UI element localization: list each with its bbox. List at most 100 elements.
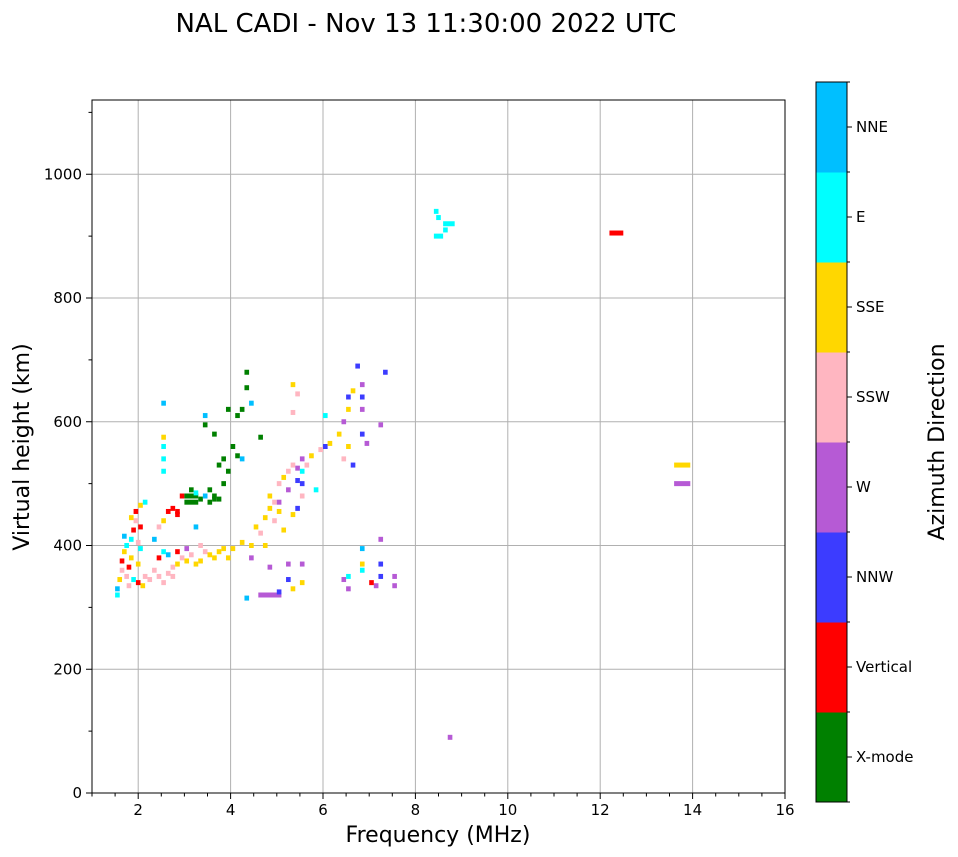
data-point-sse xyxy=(290,512,296,518)
y-axis-ticks: 0 200 400 600 800 1000 xyxy=(44,111,92,802)
data-point-sse xyxy=(262,543,268,548)
y-tick-label: 400 xyxy=(53,537,82,555)
colorbar: X-mode Vertical NNW W SSW SSE E NNE xyxy=(815,81,913,803)
data-point-w xyxy=(674,481,691,487)
colorbar-tick-label: Vertical xyxy=(856,658,912,676)
data-point-nne xyxy=(249,400,254,406)
data-point-w xyxy=(267,564,273,570)
data-point-nne xyxy=(161,400,166,406)
data-point-vertical xyxy=(175,549,180,555)
data-point-sse xyxy=(281,474,287,480)
data-point-nnw xyxy=(295,505,300,511)
data-point-vertical xyxy=(170,505,176,511)
x-axis-ticks: 2 4 6 8 10 12 14 16 xyxy=(91,793,795,819)
data-point-nnw xyxy=(286,577,291,583)
data-point-w xyxy=(373,583,379,589)
data-point-nne xyxy=(152,536,157,542)
data-point-vertical xyxy=(175,512,180,518)
data-point-sse xyxy=(122,549,127,555)
data-point-w xyxy=(299,561,305,567)
data-point-nnw xyxy=(346,394,351,400)
data-point-ssw xyxy=(290,409,296,415)
data-point-w xyxy=(184,546,190,552)
data-point-sse xyxy=(336,431,342,437)
data-point-ssw xyxy=(290,462,296,468)
data-point-sse xyxy=(128,515,134,521)
data-point-w xyxy=(346,586,351,592)
data-point-w xyxy=(258,592,282,598)
data-point-w xyxy=(359,406,365,412)
data-point-sse xyxy=(140,583,146,589)
data-point-e xyxy=(128,536,134,542)
data-point-ssw xyxy=(198,543,203,548)
data-point-nnw xyxy=(355,363,360,369)
data-point-ssw xyxy=(179,555,185,561)
data-point-ssw xyxy=(202,549,208,555)
data-point-nnw xyxy=(350,462,356,468)
data-point-sse xyxy=(346,406,351,412)
data-point-x-mode xyxy=(225,468,231,474)
data-point-vertical xyxy=(135,580,141,586)
data-point-e xyxy=(131,577,136,583)
grid-lines xyxy=(92,100,786,794)
data-point-ssw xyxy=(135,539,141,545)
data-point-vertical xyxy=(369,580,374,586)
data-point-x-mode xyxy=(221,481,226,487)
data-point-sse xyxy=(281,527,287,533)
y-tick-label: 600 xyxy=(53,413,82,431)
colorbar-tick-label: X-mode xyxy=(856,748,913,766)
data-point-ssw xyxy=(304,462,310,468)
data-point-w xyxy=(447,734,453,740)
data-point-ssw xyxy=(258,530,263,536)
data-point-ssw xyxy=(126,583,132,589)
data-point-x-mode xyxy=(216,462,222,468)
y-tick-label: 800 xyxy=(53,289,82,307)
data-points xyxy=(115,208,691,740)
colorbar-tick-label: NNE xyxy=(856,118,888,136)
data-point-ssw xyxy=(133,518,139,524)
data-point-w xyxy=(364,440,370,446)
data-point-x-mode xyxy=(184,499,199,505)
colorbar-tick-label: NNW xyxy=(856,568,893,586)
data-point-nne xyxy=(193,524,199,530)
data-point-e xyxy=(443,227,448,233)
data-point-ssw xyxy=(142,573,148,579)
y-tick-label: 1000 xyxy=(44,165,82,183)
data-point-sse xyxy=(290,586,296,592)
data-point-e xyxy=(436,215,441,221)
data-point-ssw xyxy=(189,552,194,558)
data-point-x-mode xyxy=(235,453,240,459)
data-point-vertical xyxy=(131,527,136,533)
data-point-x-mode xyxy=(212,493,217,499)
data-point-vertical xyxy=(119,558,125,564)
data-point-e xyxy=(124,543,129,548)
x-tick-label: 16 xyxy=(775,801,794,819)
data-point-sse xyxy=(161,434,166,440)
colorbar-tick-label: SSW xyxy=(856,388,890,406)
data-point-nnw xyxy=(295,478,300,484)
data-point-sse xyxy=(135,561,141,567)
data-point-e xyxy=(161,456,166,462)
data-point-vertical xyxy=(126,564,132,570)
data-point-nne xyxy=(122,533,127,539)
data-point-vertical xyxy=(175,508,180,514)
data-point-sse xyxy=(216,549,222,555)
data-point-ssw xyxy=(119,567,125,573)
data-point-w xyxy=(392,573,397,579)
data-point-w xyxy=(359,382,365,388)
data-point-sse xyxy=(674,462,691,468)
data-point-vertical xyxy=(138,524,143,530)
data-point-w xyxy=(286,561,291,567)
data-point-nnw xyxy=(378,573,384,579)
data-point-x-mode xyxy=(212,431,217,437)
data-point-ssw xyxy=(341,456,347,462)
data-point-e xyxy=(161,468,166,474)
y-tick-label: 0 xyxy=(72,784,82,802)
data-point-ssw xyxy=(170,564,176,570)
colorbar-segment-sse xyxy=(816,262,847,353)
data-point-sse xyxy=(212,555,217,561)
data-point-ssw xyxy=(170,573,176,579)
data-point-sse xyxy=(290,382,296,388)
data-point-sse xyxy=(350,388,356,394)
data-point-e xyxy=(346,573,351,579)
